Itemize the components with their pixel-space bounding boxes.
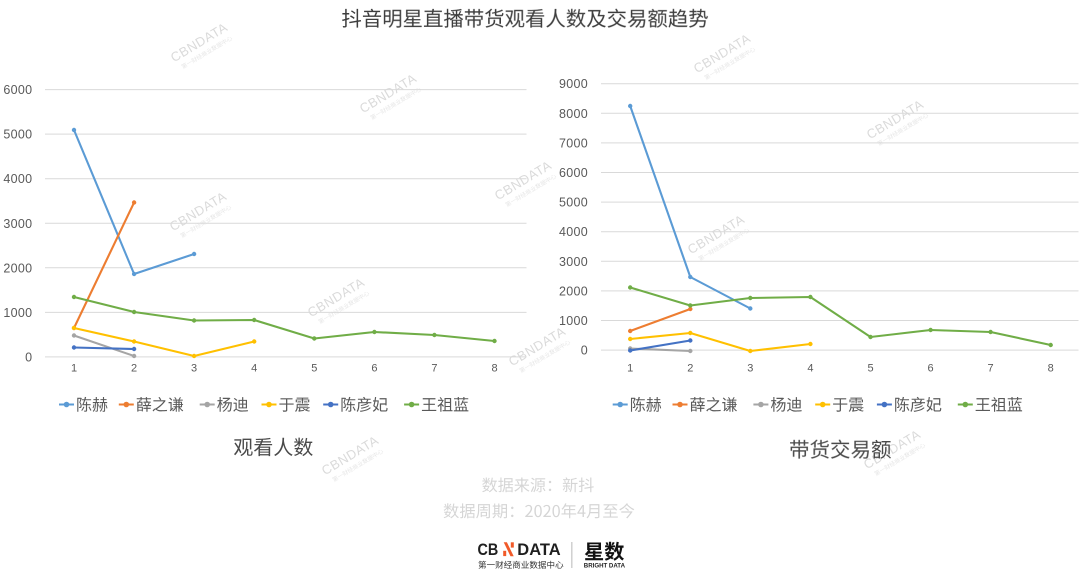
svg-text:5: 5: [311, 363, 317, 375]
svg-text:2000: 2000: [3, 261, 32, 275]
svg-text:1000: 1000: [3, 306, 32, 320]
svg-text:7: 7: [431, 363, 437, 375]
svg-text:2: 2: [131, 363, 137, 375]
svg-text:0: 0: [581, 344, 588, 358]
svg-text:8000: 8000: [559, 107, 588, 121]
svg-text:4000: 4000: [3, 172, 32, 186]
svg-text:4000: 4000: [559, 225, 588, 239]
svg-text:5000: 5000: [3, 128, 32, 142]
svg-text:6: 6: [928, 363, 934, 375]
svg-text:8: 8: [491, 363, 497, 375]
svg-text:CB: CB: [478, 540, 499, 559]
svg-text:0: 0: [25, 350, 32, 364]
svg-text:4: 4: [251, 363, 257, 375]
svg-text:3000: 3000: [3, 217, 32, 231]
svg-text:4: 4: [807, 363, 813, 375]
svg-text:6000: 6000: [3, 83, 32, 97]
svg-text:3: 3: [191, 363, 197, 375]
svg-text:8: 8: [1048, 363, 1054, 375]
svg-text:5: 5: [867, 363, 873, 375]
svg-text:1: 1: [71, 363, 77, 375]
svg-text:7000: 7000: [559, 136, 588, 150]
svg-text:9000: 9000: [559, 77, 588, 91]
svg-text:BRIGHT DATA: BRIGHT DATA: [584, 562, 626, 569]
svg-text:2000: 2000: [559, 284, 588, 298]
svg-text:2: 2: [687, 363, 693, 375]
svg-text:6000: 6000: [559, 166, 588, 180]
svg-text:DATA: DATA: [517, 540, 560, 559]
svg-text:6: 6: [371, 363, 377, 375]
svg-text:3000: 3000: [559, 255, 588, 269]
svg-text:5000: 5000: [559, 196, 588, 210]
svg-text:1: 1: [627, 363, 633, 375]
svg-text:7: 7: [988, 363, 994, 375]
svg-text:1000: 1000: [559, 314, 588, 328]
svg-text:3: 3: [747, 363, 753, 375]
